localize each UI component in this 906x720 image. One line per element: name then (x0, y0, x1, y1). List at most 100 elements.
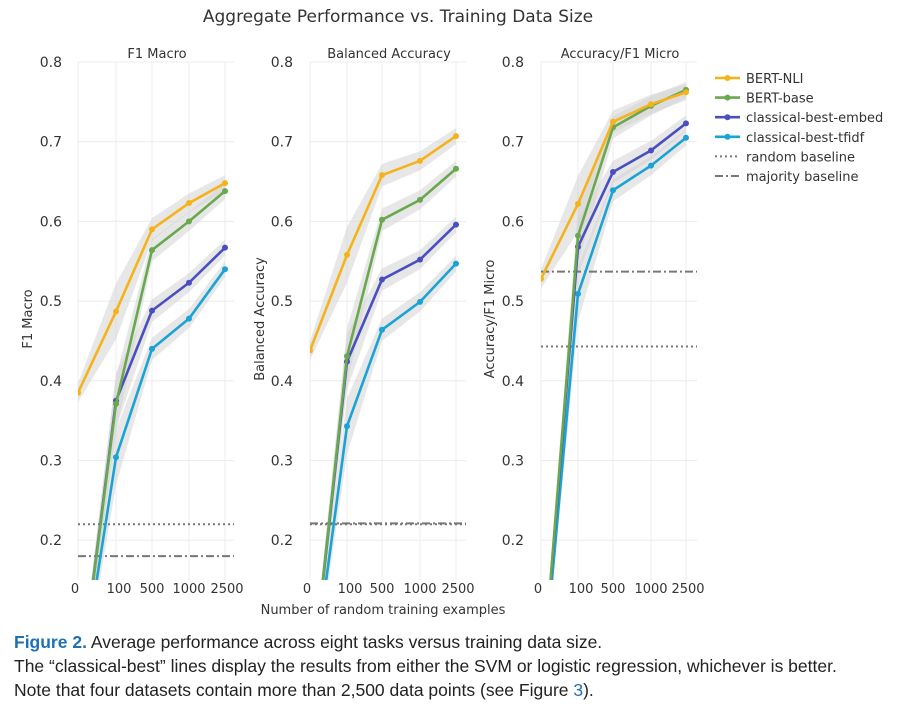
x-tick-label: 100 (569, 582, 594, 597)
shared-x-axis-label: Number of random training examples (261, 603, 506, 618)
confidence-band-classical-best-tfidf (94, 261, 225, 580)
legend-item-majority-baseline: majority baseline (715, 170, 859, 185)
y-tick-label: 0.8 (502, 55, 524, 71)
data-point-bert-nli (222, 180, 228, 187)
legend-label: BERT-NLI (746, 72, 803, 87)
x-tick-label: 500 (140, 582, 165, 597)
x-tick-label: 0 (534, 582, 542, 597)
legend: BERT-NLI BERT-base classical-best-embed cla… (715, 72, 883, 185)
data-point-bert-base (222, 188, 228, 195)
caption-text-3a: Note that four datasets contain more tha… (14, 680, 574, 700)
plot-area (310, 128, 466, 580)
data-point-bert-nli (417, 157, 423, 164)
y-tick-label: 0.6 (40, 214, 62, 230)
data-point-bert-base (575, 232, 581, 239)
data-point-bert-nli (683, 89, 689, 96)
panel-accuracy-f1-micro: 0.2 0.3 0.4 0.5 0.6 0.7 0.8 0 100 500 1000 2500 Accu… (483, 47, 705, 597)
y-tick-label: 0.8 (40, 55, 62, 71)
y-tick-label: 0.3 (271, 453, 293, 469)
x-tick-label: 100 (107, 582, 132, 597)
y-tick-label: 0.8 (271, 55, 293, 71)
legend-item-bert-nli: BERT-NLI (715, 72, 803, 87)
data-point-bert-nli (310, 347, 313, 354)
legend-item-random-baseline: random baseline (715, 150, 855, 165)
data-point-classical-best-embed (222, 244, 228, 251)
panel-title: Balanced Accuracy (327, 47, 451, 62)
caption-text-1: Average performance across eight tasks v… (90, 632, 603, 652)
data-point-bert-base (186, 218, 192, 225)
data-point-classical-best-tfidf (222, 266, 228, 273)
data-point-classical-best-embed (683, 120, 689, 127)
y-tick-label: 0.4 (271, 374, 293, 390)
data-point-bert-nli (149, 226, 155, 233)
data-point-bert-base (113, 400, 119, 407)
y-tick-label: 0.7 (502, 135, 524, 151)
data-point-classical-best-embed (149, 307, 155, 314)
y-tick-label: 0.4 (40, 374, 62, 390)
data-point-classical-best-tfidf (149, 345, 155, 352)
legend-label: classical-best-embed (746, 111, 883, 126)
caption-line-2: The “classical-best” lines display the r… (14, 656, 837, 676)
data-point-classical-best-embed (417, 256, 423, 263)
y-tick-label: 0.3 (502, 453, 524, 469)
caption-figure-ref[interactable]: 3 (573, 680, 584, 700)
data-point-bert-base (149, 247, 155, 254)
panel-title: Accuracy/F1 Micro (561, 47, 680, 62)
y-tick-label: 0.7 (40, 135, 62, 151)
plot-area (78, 175, 234, 580)
figure: Aggregate Performance vs. Training Data … (21, 7, 883, 618)
data-point-classical-best-tfidf (575, 290, 581, 297)
x-tick-label: 500 (370, 582, 395, 597)
data-point-bert-nli (113, 308, 119, 315)
legend-marker (724, 114, 731, 121)
y-axis-label: Accuracy/F1 Micro (483, 260, 498, 379)
data-point-classical-best-tfidf (113, 454, 119, 461)
x-tick-label: 1000 (172, 582, 205, 597)
panel-title: F1 Macro (127, 47, 186, 62)
confidence-band-classical-best-embed (91, 239, 225, 580)
chart-svg: Aggregate Performance vs. Training Data … (21, 7, 883, 618)
data-point-classical-best-tfidf (379, 326, 385, 333)
y-tick-label: 0.4 (502, 374, 524, 390)
data-point-classical-best-tfidf (683, 134, 689, 141)
legend-item-bert-base: BERT-base (715, 92, 814, 107)
data-point-bert-base (379, 216, 385, 223)
legend-marker (724, 133, 731, 140)
y-axis-label: Balanced Accuracy (253, 257, 268, 381)
data-point-bert-nli (344, 251, 350, 258)
data-point-bert-base (453, 165, 459, 172)
data-point-bert-base (417, 196, 423, 203)
y-tick-label: 0.6 (271, 214, 293, 230)
data-point-bert-nli (541, 275, 544, 282)
caption-line-3: Note that four datasets contain more tha… (14, 678, 894, 702)
figure-title: Aggregate Performance vs. Training Data … (203, 7, 593, 27)
legend-label: random baseline (746, 150, 855, 165)
confidence-band-bert-base (549, 81, 686, 580)
y-tick-label: 0.5 (271, 294, 293, 310)
legend-item-classical-best-embed: classical-best-embed (715, 111, 883, 126)
data-point-bert-nli (648, 101, 654, 108)
legend-label: classical-best-tfidf (746, 131, 865, 146)
x-tick-label: 2500 (210, 582, 243, 597)
y-tick-label: 0.6 (502, 214, 524, 230)
y-tick-label: 0.2 (271, 533, 293, 549)
confidence-band-classical-best-embed (549, 115, 686, 580)
data-point-classical-best-tfidf (610, 187, 616, 194)
data-point-bert-nli (453, 133, 459, 140)
x-tick-label: 2500 (671, 582, 704, 597)
x-tick-label: 2500 (441, 582, 474, 597)
data-point-classical-best-embed (186, 279, 192, 286)
data-point-classical-best-tfidf (648, 162, 654, 169)
plot-area (541, 81, 697, 580)
legend-label: BERT-base (746, 92, 814, 107)
data-point-bert-base (344, 353, 350, 360)
data-point-classical-best-tfidf (417, 298, 423, 305)
panel-balanced-accuracy: 0.2 0.3 0.4 0.5 0.6 0.7 0.8 0 100 500 1000 2500 Bala… (253, 47, 475, 597)
x-tick-label: 1000 (403, 582, 436, 597)
data-point-bert-nli (610, 118, 616, 125)
data-point-classical-best-tfidf (186, 315, 192, 322)
y-tick-label: 0.5 (40, 294, 62, 310)
y-tick-label: 0.5 (502, 294, 524, 310)
data-point-bert-nli (186, 200, 192, 207)
figure-caption: Figure 2. Average performance across eig… (14, 630, 894, 702)
